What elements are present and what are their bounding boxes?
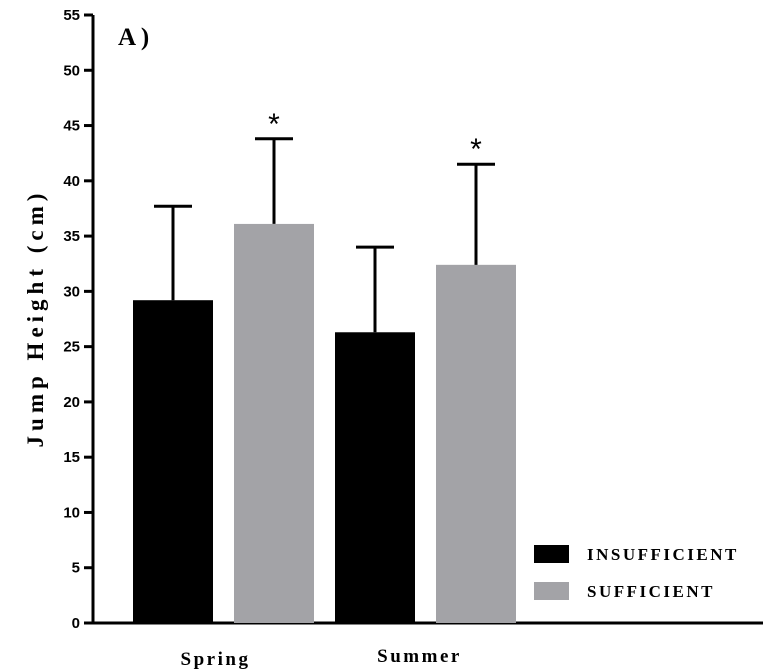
bar — [133, 300, 213, 623]
bar — [436, 264, 516, 623]
y-tick-label: 55 — [63, 7, 80, 24]
y-tick-label: 40 — [63, 173, 80, 190]
y-tick-label: 15 — [63, 449, 80, 466]
y-tick-label: 0 — [72, 615, 80, 632]
significance-marker: * — [268, 108, 280, 141]
legend: INSUFFICIENT SUFFICIENT — [534, 545, 739, 601]
legend-swatch — [534, 545, 569, 563]
y-tick-label: 20 — [63, 394, 80, 411]
y-tick-label: 50 — [63, 62, 80, 79]
y-axis-title: Jump Height (cm) — [23, 189, 48, 448]
significance-marker: * — [470, 133, 482, 166]
bars: ** — [133, 108, 516, 623]
y-tick-label: 45 — [63, 118, 80, 135]
y-tick-label: 25 — [63, 339, 80, 356]
category-label: Summer — [377, 646, 462, 667]
y-tick-label: 10 — [63, 504, 80, 521]
legend-label: SUFFICIENT — [587, 582, 715, 601]
legend-swatch — [534, 582, 569, 600]
bar — [234, 223, 314, 623]
y-tick-label: 30 — [63, 283, 80, 300]
labels: Jump Height (cm) A ) Spring Summer — [23, 24, 462, 670]
bar — [335, 332, 415, 623]
y-tick-label: 5 — [72, 560, 80, 577]
panel-label: A ) — [118, 24, 149, 51]
category-label: Spring — [181, 649, 251, 670]
y-tick-label: 35 — [63, 228, 80, 245]
legend-label: INSUFFICIENT — [587, 545, 739, 564]
